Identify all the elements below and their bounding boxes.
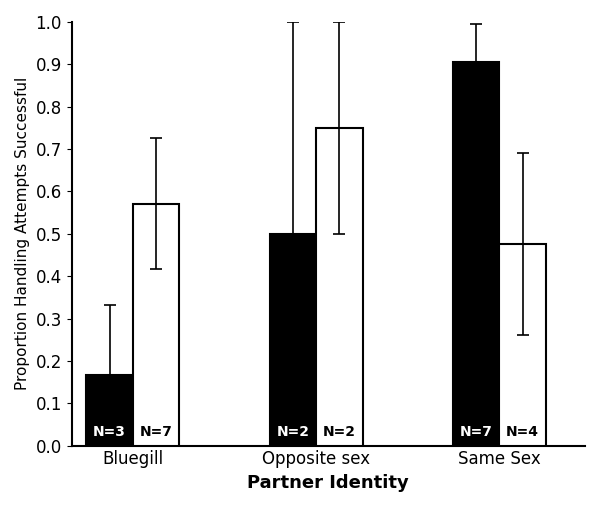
X-axis label: Partner Identity: Partner Identity bbox=[247, 474, 409, 492]
Bar bbox=[133, 204, 179, 446]
Bar bbox=[269, 234, 316, 446]
Text: N=3: N=3 bbox=[93, 425, 126, 439]
Bar bbox=[499, 244, 546, 446]
Text: N=2: N=2 bbox=[323, 425, 356, 439]
Text: N=7: N=7 bbox=[140, 425, 172, 439]
Bar bbox=[86, 375, 133, 446]
Bar bbox=[316, 128, 362, 446]
Text: N=2: N=2 bbox=[277, 425, 310, 439]
Text: N=4: N=4 bbox=[506, 425, 539, 439]
Y-axis label: Proportion Handling Attempts Successful: Proportion Handling Attempts Successful bbox=[15, 77, 30, 390]
Text: N=7: N=7 bbox=[460, 425, 493, 439]
Bar bbox=[453, 62, 499, 446]
